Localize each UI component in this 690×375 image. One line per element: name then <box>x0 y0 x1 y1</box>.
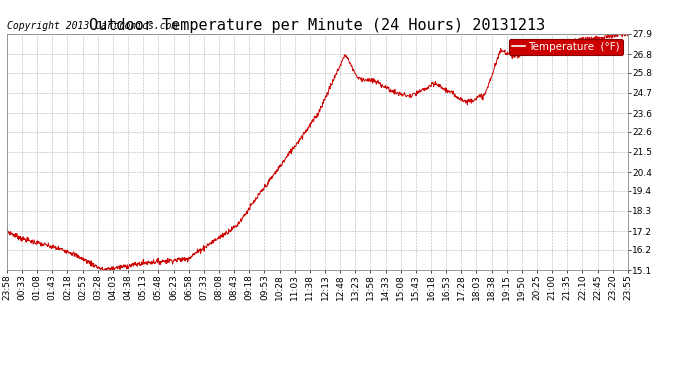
Legend: Temperature  (°F): Temperature (°F) <box>509 39 622 55</box>
Text: Copyright 2013 Cartronics.com: Copyright 2013 Cartronics.com <box>7 21 177 32</box>
Title: Outdoor Temperature per Minute (24 Hours) 20131213: Outdoor Temperature per Minute (24 Hours… <box>89 18 546 33</box>
